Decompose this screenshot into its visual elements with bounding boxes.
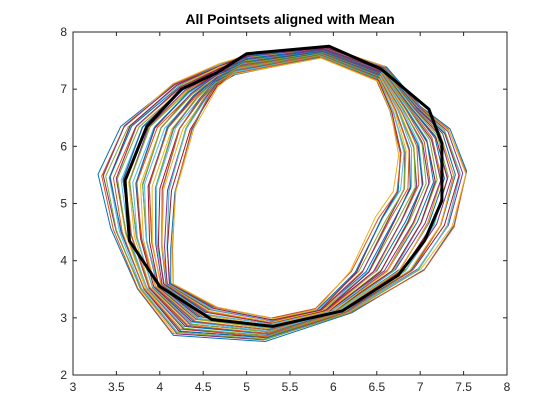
mean-shape-layer bbox=[123, 44, 444, 328]
x-tick-label: 3 bbox=[70, 380, 77, 394]
pointset-line bbox=[155, 54, 413, 325]
x-tick-label: 8 bbox=[504, 380, 511, 394]
x-tick-label: 5.5 bbox=[282, 380, 299, 394]
pointset-line bbox=[97, 46, 468, 343]
pointset-line bbox=[122, 49, 445, 335]
x-tick-label: 7 bbox=[417, 380, 424, 394]
pointset-line bbox=[161, 56, 407, 323]
mean-shape-line bbox=[123, 44, 444, 328]
x-tick-label: 4 bbox=[156, 380, 163, 394]
x-tick-label: 5 bbox=[243, 380, 250, 394]
y-tick-label: 2 bbox=[60, 368, 67, 382]
y-tick-label: 7 bbox=[60, 82, 67, 96]
y-tick-label: 6 bbox=[60, 139, 67, 153]
x-tick-label: 4.5 bbox=[195, 380, 212, 394]
y-tick-label: 3 bbox=[60, 311, 67, 325]
y-tick-label: 5 bbox=[60, 197, 67, 211]
pointset-line bbox=[171, 57, 400, 320]
x-tick-label: 3.5 bbox=[108, 380, 125, 394]
x-tick-label: 6.5 bbox=[368, 380, 385, 394]
y-tick-label: 8 bbox=[60, 25, 67, 39]
y-tick-label: 4 bbox=[60, 254, 67, 268]
pointset-line bbox=[166, 57, 402, 321]
x-tick-label: 7.5 bbox=[455, 380, 472, 394]
pointset-line bbox=[116, 49, 449, 337]
chart-title: All Pointsets aligned with Mean bbox=[185, 11, 394, 27]
x-tick-label: 6 bbox=[330, 380, 337, 394]
